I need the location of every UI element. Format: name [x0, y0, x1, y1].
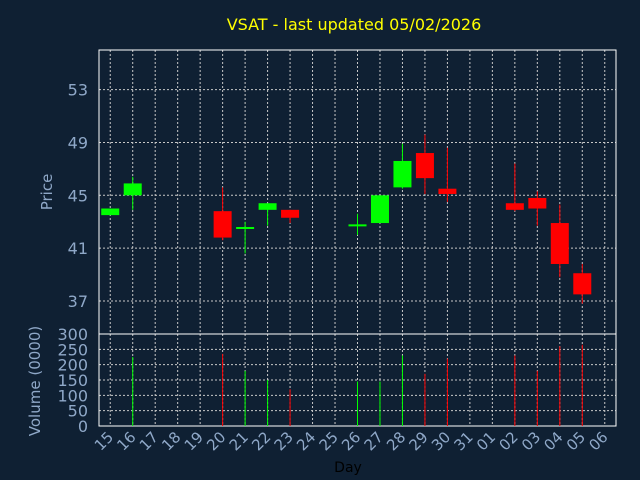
price-tick-label: 41: [68, 239, 88, 258]
candle-body: [438, 188, 457, 194]
volume-tick-label: 0: [78, 417, 88, 436]
candle-body: [213, 211, 232, 238]
candle-body: [258, 203, 277, 210]
candles: [101, 134, 592, 304]
candle-body: [281, 209, 300, 218]
candle-body: [415, 153, 434, 179]
price-tick-labels: 37 41 45 49 53: [68, 81, 88, 311]
candle-body: [348, 224, 367, 227]
candle-body: [123, 183, 142, 196]
volume-bars: [132, 344, 583, 426]
candle-body: [393, 160, 412, 188]
price-grid: [99, 50, 616, 334]
candle-body: [550, 223, 569, 264]
price-tick-label: 49: [68, 133, 88, 152]
price-tick-label: 45: [68, 186, 88, 205]
volume-tick-label: 150: [57, 371, 88, 390]
x-tick-label: 06: [585, 428, 611, 454]
candle-body: [505, 203, 524, 210]
chart-title: VSAT - last updated 05/02/2026: [227, 15, 482, 34]
candle-body: [101, 208, 120, 216]
volume-axis-label: Volume (0000): [26, 326, 44, 436]
price-tick-label: 37: [68, 292, 88, 311]
price-tick-label: 53: [68, 81, 88, 100]
y-axis-label: Price: [38, 174, 56, 211]
volume-tick-label: 250: [57, 340, 88, 359]
candle-body: [573, 273, 592, 295]
x-axis-label: Day: [334, 460, 362, 476]
x-tick-labels: 1516171819202122232425262728293031010203…: [91, 428, 612, 454]
volume-tick-label: 200: [57, 356, 88, 375]
volume-tick-label: 50: [68, 402, 88, 421]
volume-tick-label: 100: [57, 386, 88, 405]
candle-body: [528, 197, 547, 209]
candle-body: [370, 195, 389, 224]
candle-body: [236, 227, 255, 230]
volume-tick-label: 300: [57, 325, 88, 344]
